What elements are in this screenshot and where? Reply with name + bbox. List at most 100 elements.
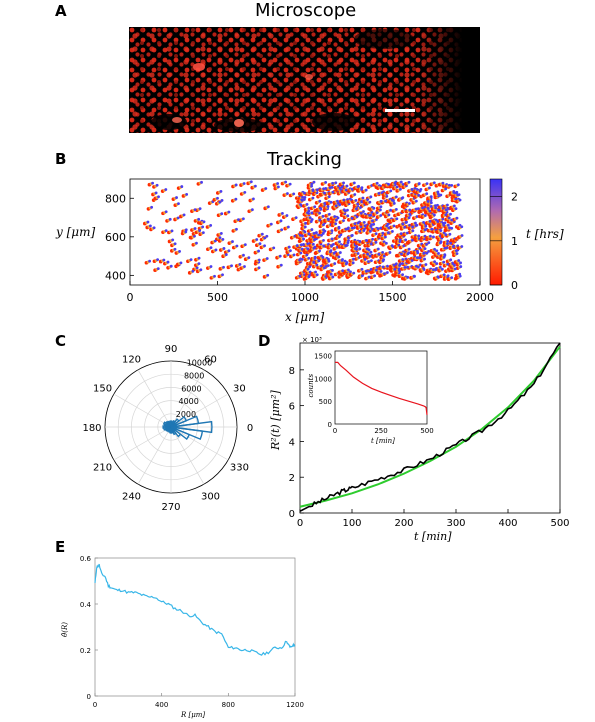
track-dot	[441, 181, 445, 185]
track-dot	[279, 219, 283, 223]
track-dot	[423, 214, 427, 217]
track-dot	[294, 216, 298, 220]
track-dot	[221, 273, 224, 277]
polar-bar	[170, 426, 204, 441]
track-dot	[344, 262, 348, 266]
track-dot	[171, 238, 175, 242]
colorbar-tick-label: 2	[511, 191, 518, 204]
track-dot	[195, 266, 199, 270]
track-dot	[437, 252, 440, 255]
inset-y-tick-label: 1500	[314, 353, 332, 361]
track-dot	[460, 234, 464, 237]
track-dot	[382, 254, 386, 258]
track-dot	[202, 220, 206, 224]
track-dot	[442, 260, 446, 264]
track-dot	[421, 206, 424, 210]
track-dot	[351, 261, 355, 265]
track-dot	[390, 244, 394, 248]
track-dot	[439, 229, 443, 232]
track-dot	[425, 192, 429, 196]
track-dot	[375, 265, 379, 269]
track-dot	[372, 222, 376, 226]
track-dot	[402, 244, 406, 248]
track-dot	[453, 264, 456, 267]
track-dot	[432, 235, 435, 239]
track-dot	[249, 180, 253, 184]
track-dot	[433, 213, 436, 217]
track-dot	[386, 231, 390, 235]
panel-b-label: B	[55, 150, 67, 168]
track-dot	[425, 251, 429, 255]
track-dot	[358, 247, 362, 251]
track-dot	[346, 214, 350, 218]
y-tick-label: 0.4	[80, 601, 92, 609]
track-dot	[328, 186, 332, 190]
track-dot	[238, 262, 242, 266]
track-dot	[242, 182, 246, 185]
track-dot	[417, 193, 421, 197]
track-dot	[438, 265, 442, 269]
track-dot	[300, 198, 304, 202]
track-dot	[365, 247, 369, 251]
x-tick-label: 1000	[291, 291, 319, 304]
track-dot	[384, 199, 387, 203]
track-dot	[428, 219, 432, 223]
track-dot	[387, 182, 390, 186]
polar-bar	[170, 415, 188, 428]
track-dot	[182, 213, 186, 217]
track-dot	[318, 218, 322, 222]
track-dot	[337, 255, 341, 259]
track-dot	[184, 228, 188, 232]
track-dot	[460, 245, 464, 248]
track-dot	[319, 206, 322, 210]
track-dot	[387, 226, 391, 230]
track-dot	[454, 207, 458, 211]
track-dot	[331, 190, 335, 194]
track-dot	[459, 261, 462, 265]
track-dot	[321, 255, 325, 259]
track-dot	[418, 189, 422, 193]
track-dot	[326, 205, 330, 208]
polar-spoke	[137, 426, 172, 485]
track-dot	[342, 208, 346, 212]
track-dot	[450, 183, 454, 187]
track-dot	[179, 261, 183, 265]
track-dot	[428, 186, 431, 190]
inset-x-tick-label: 500	[420, 427, 433, 435]
track-dot	[243, 265, 246, 268]
track-dot	[412, 274, 416, 278]
track-dot	[201, 225, 205, 229]
track-dot	[444, 213, 448, 217]
track-dot	[368, 200, 372, 204]
angle-tick-label: 270	[161, 502, 180, 513]
track-dot	[369, 229, 372, 233]
track-dot	[164, 188, 168, 191]
track-dot	[333, 215, 337, 218]
track-dot	[338, 251, 342, 254]
angle-tick-label: 60	[204, 355, 217, 366]
track-dot	[307, 206, 311, 210]
track-dot	[350, 216, 354, 220]
track-dot	[399, 180, 403, 184]
track-dot	[407, 180, 411, 184]
track-dot	[425, 242, 428, 246]
track-dot	[321, 232, 325, 235]
track-dot	[407, 247, 411, 251]
x-tick-label: 1500	[379, 291, 407, 304]
track-dot	[371, 237, 374, 241]
track-dot	[193, 208, 197, 211]
track-dot	[295, 244, 299, 247]
track-dot	[289, 249, 292, 253]
track-dot	[197, 217, 201, 221]
track-dot	[442, 273, 446, 277]
track-dot	[280, 228, 284, 232]
polar-spoke	[170, 393, 229, 428]
track-dot	[389, 189, 393, 193]
polar-spoke	[137, 369, 172, 428]
x-axis-label: R [μm]	[180, 711, 205, 719]
track-dot	[444, 208, 448, 212]
track-dot	[236, 218, 240, 222]
track-dot	[195, 241, 198, 245]
track-dot	[418, 246, 422, 250]
track-dot	[374, 268, 378, 272]
